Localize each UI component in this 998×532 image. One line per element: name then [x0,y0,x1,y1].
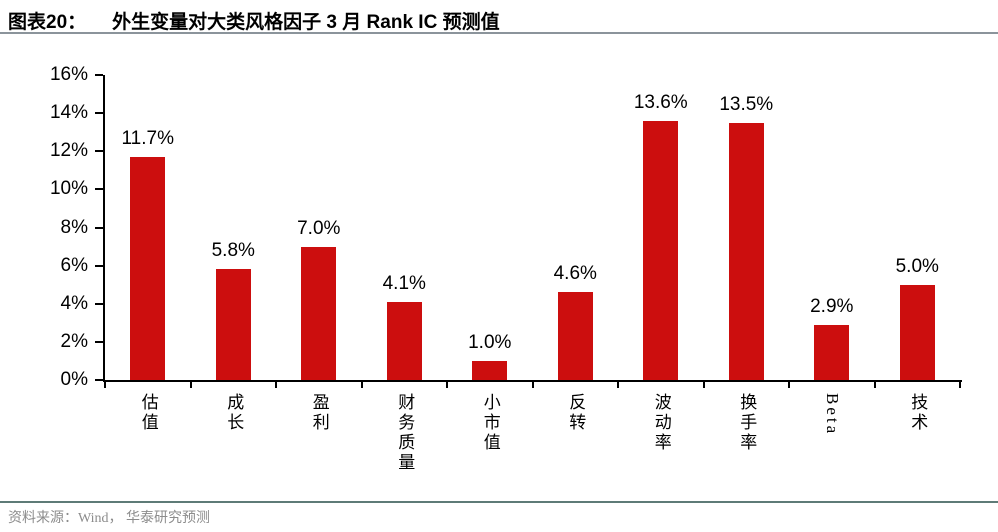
y-axis-tick [95,112,103,115]
figure-label: 图表20： [8,12,87,33]
rank-ic-bar-chart: 0% 2% 4% 6% 8% 10% 12% 14% 16% 11.7% 估值 5.8% 成长 7.0% 盈… [0,36,998,496]
y-axis-tick-label: 0% [60,369,88,390]
y-axis-tick [95,302,103,305]
header-divider [0,32,998,34]
x-axis-tick [873,382,876,388]
x-category-label: 换手率 [737,393,757,453]
figure-title: 外生变量对大类风格因子 3 月 Rank IC 预测值 [112,12,500,33]
x-category-label: 技术 [908,393,928,433]
y-axis-tick-label: 6% [60,254,88,276]
y-axis-tick [95,74,103,76]
x-axis-line [103,380,962,382]
footer-divider [0,501,998,503]
x-category-label: 估值 [138,393,158,433]
x-axis-tick [959,382,961,388]
x-axis-tick [189,382,192,388]
bar-value-label: 11.7% [121,128,174,149]
y-axis-tick [95,188,103,191]
y-axis-tick-label: 10% [49,178,88,200]
bar-盈利 [301,247,337,380]
bar-value-label: 1.0% [468,332,512,353]
bar-value-label: 2.9% [810,296,854,317]
bar-成长 [215,269,251,380]
bar-波动率 [643,121,679,380]
bar-value-label: 5.8% [211,240,255,261]
bar-财务质量 [386,302,422,380]
bar-value-label: 4.6% [553,263,597,284]
bar-技术 [899,285,935,380]
x-category-label: 成长 [224,393,244,433]
x-category-label: 反转 [566,393,586,433]
bar-value-label: 7.0% [297,218,341,239]
bar-反转 [557,292,593,380]
x-category-label: Beta [822,393,842,437]
x-axis-tick [702,382,705,388]
x-category-label: 波动率 [651,393,671,453]
bar-估值 [130,157,166,380]
x-category-label: 盈利 [309,393,329,433]
y-axis-line [103,75,105,382]
figure-header: 图表20： 外生变量对大类风格因子 3 月 Rank IC 预测值 [8,7,992,34]
bar-value-label: 13.6% [633,92,688,113]
bar-小市值 [472,361,508,380]
x-axis-tick [788,382,790,388]
y-axis-tick-label: 12% [49,140,88,162]
y-axis-tick [95,150,103,153]
y-axis-tick-label: 16% [49,64,88,85]
y-axis-tick-label: 8% [60,216,88,238]
y-axis-tick [95,379,103,381]
y-axis-tick-label: 2% [60,330,88,352]
x-axis-tick [617,382,619,388]
x-axis-tick [275,382,277,388]
y-axis-tick [95,340,103,343]
x-category-label: 小市值 [480,393,500,453]
x-axis-tick [360,382,363,388]
y-axis-tick [95,226,103,229]
bar-value-label: 13.5% [719,94,774,115]
bar-换手率 [728,123,764,380]
x-category-label: 财务质量 [395,393,415,473]
x-axis-tick [531,382,534,388]
x-axis-tick [104,382,106,388]
x-axis-tick [446,382,448,388]
y-axis-tick-label: 14% [49,102,88,124]
source-note: 资料来源：Wind， 华泰研究预测 [8,511,211,526]
bar-value-label: 4.1% [382,273,426,294]
y-axis-tick [95,264,103,267]
bar-Beta [814,325,850,380]
y-axis-tick-label: 4% [60,292,88,314]
bar-value-label: 5.0% [895,256,939,277]
